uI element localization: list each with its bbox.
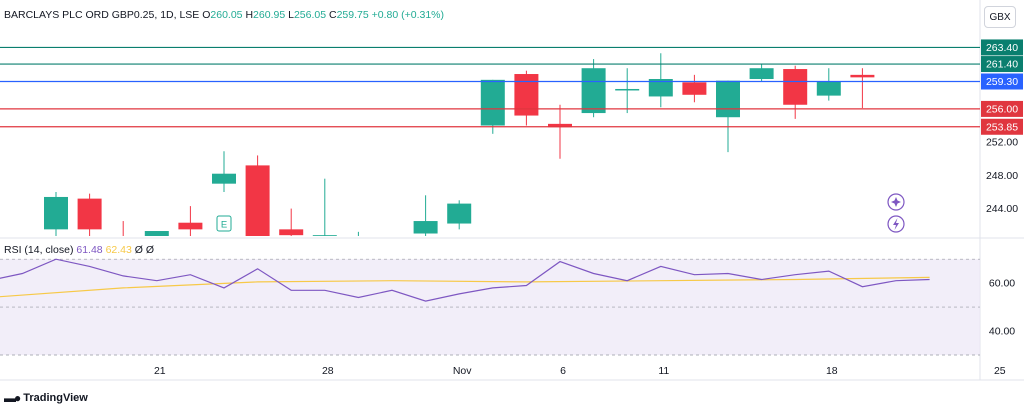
open-label: O [202, 9, 211, 21]
level-label: 261.40 [986, 59, 1018, 71]
level-label: 256.00 [986, 104, 1018, 116]
rsi-ma-line [0, 276, 930, 298]
rsi-ma-value: 62.43 [105, 244, 132, 256]
x-tick-label: Nov [453, 365, 472, 377]
level-label: 263.40 [986, 42, 1018, 54]
rsi-value: 61.48 [76, 244, 103, 256]
tradingview-logo-icon: ▬● [4, 391, 21, 405]
high-label: H [245, 9, 254, 21]
candle-body [716, 80, 740, 118]
candle-body [615, 88, 640, 91]
rsi-line [0, 258, 930, 302]
sparkle-icon [891, 197, 901, 207]
low-label: L [288, 9, 294, 21]
candle-body [212, 173, 236, 184]
price-tick-label: 244.00 [986, 203, 1018, 215]
lightning-icon [893, 218, 899, 230]
level-label: 259.30 [986, 76, 1018, 88]
candles-group [44, 53, 875, 241]
rsi-null-2: Ø [145, 244, 155, 256]
candle-body [682, 82, 707, 95]
candle-body [548, 123, 572, 128]
low-value: 256.05 [293, 9, 327, 21]
price-tick-label: 248.00 [986, 170, 1018, 182]
candle-body [380, 238, 404, 241]
candle-body [480, 79, 505, 126]
candle-body [816, 81, 841, 96]
candle-body [413, 221, 438, 234]
rsi-label: RSI (14, close) [4, 244, 74, 256]
level-badge-resistance [981, 56, 1023, 73]
candle-body [312, 235, 337, 236]
candle-body [178, 222, 203, 230]
level-badge-current [981, 73, 1023, 90]
tradingview-brand-text: TradingView [23, 392, 88, 404]
rsi-tick-label: 40.00 [989, 326, 1015, 338]
x-tick-label: 11 [658, 365, 669, 377]
rsi-null-1: Ø [134, 244, 143, 256]
candle-body [44, 196, 68, 230]
x-tick-label: 21 [154, 365, 166, 377]
x-tick-label: 18 [826, 365, 838, 377]
candle-body [783, 69, 808, 105]
close-value: 259.75 [336, 9, 369, 21]
level-badge-support [981, 118, 1023, 135]
rsi-header: RSI (14, close) 61.48 62.43 Ø Ø [4, 244, 154, 256]
candle-body [850, 74, 875, 78]
close-label: C [328, 9, 337, 21]
price-tick-label: 252.00 [986, 137, 1018, 149]
level-label: 253.85 [986, 121, 1018, 133]
earnings-marker-label: E [221, 220, 227, 231]
x-tick-label: 28 [322, 365, 334, 377]
candle-body [648, 79, 673, 97]
currency-button[interactable]: GBX [984, 6, 1016, 28]
level-badge-support [981, 100, 1023, 117]
symbol-header: BARCLAYS PLC ORD GBP0.25, 1D, LSE O260.0… [4, 9, 444, 21]
change-value: +0.80 (+0.31%) [371, 9, 445, 21]
high-value: 260.95 [253, 9, 286, 21]
candle-body [749, 68, 774, 80]
candle-body [144, 231, 169, 236]
rsi-tick-label: 60.00 [989, 278, 1015, 290]
earnings-marker [216, 215, 232, 232]
candle-body [279, 229, 304, 236]
x-tick-label: 25 [994, 365, 1006, 377]
candle-body [447, 203, 472, 224]
candle-body [245, 165, 270, 236]
level-badge-resistance [981, 39, 1023, 56]
candle-body [77, 198, 102, 230]
x-tick-label: 6 [560, 365, 566, 377]
symbol-name: BARCLAYS PLC ORD GBP0.25, 1D, LSE [4, 9, 200, 21]
tradingview-logo[interactable]: ▬● TradingView [4, 391, 88, 405]
open-value: 260.05 [210, 9, 243, 21]
candle-body [581, 68, 606, 114]
